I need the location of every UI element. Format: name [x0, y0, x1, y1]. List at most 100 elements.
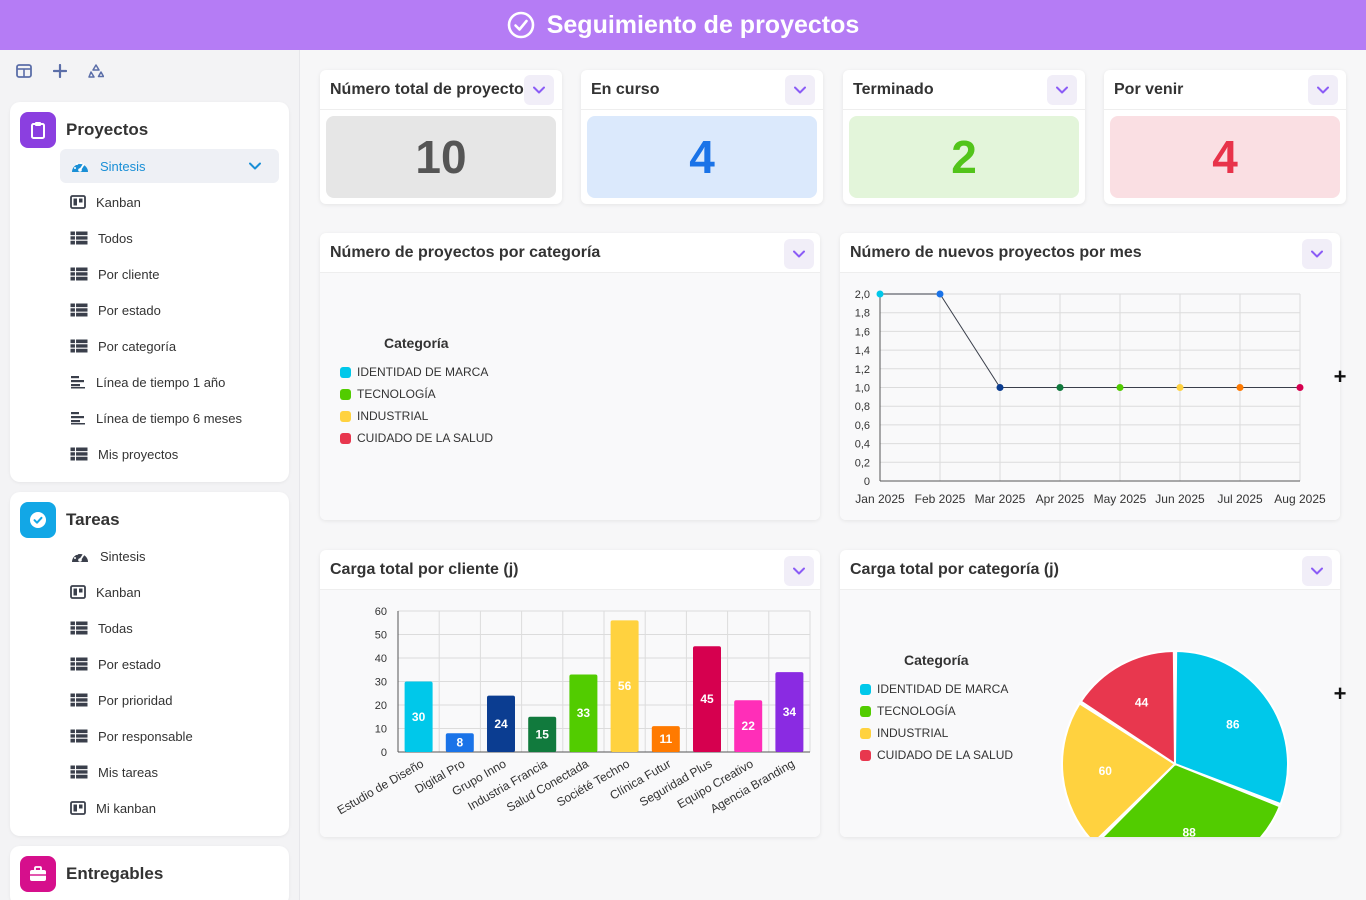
sidebar-item-label: Kanban — [96, 194, 141, 210]
legend-item[interactable]: CUIDADO DE LA SALUD — [860, 744, 1013, 766]
kpi-menu-button[interactable] — [524, 75, 554, 105]
bar[interactable] — [651, 726, 680, 752]
sidebar-item-proyectos-0[interactable]: Sintesis — [60, 149, 279, 183]
pie-slice[interactable] — [1095, 762, 1282, 837]
sidebar-item-proyectos-7[interactable]: Línea de tiempo 6 meses — [60, 401, 279, 435]
sidebar-item-tareas-3[interactable]: Por estado — [60, 647, 279, 681]
sidebar-item-label: Línea de tiempo 6 meses — [96, 410, 242, 426]
sidebar-item-proyectos-1[interactable]: Kanban — [60, 185, 279, 219]
kpi-title: En curso — [581, 70, 823, 110]
table-icon — [70, 657, 98, 671]
legend-item[interactable]: IDENTIDAD DE MARCA — [860, 678, 1013, 700]
slice-label: 44 — [1135, 695, 1149, 709]
panel-menu-button[interactable] — [1302, 556, 1332, 586]
timeline-icon — [70, 375, 96, 389]
bar[interactable] — [775, 672, 804, 752]
menu-header-entregables[interactable]: Entregables — [10, 854, 289, 894]
recycle-button[interactable] — [82, 60, 110, 82]
y-tick-label: 1,0 — [855, 383, 870, 395]
pie-slice[interactable] — [1061, 702, 1177, 837]
pie-slice[interactable] — [1079, 649, 1177, 766]
data-point[interactable] — [1236, 384, 1244, 391]
bar-value-label: 30 — [412, 710, 426, 724]
bar[interactable] — [404, 681, 433, 753]
sidebar-item-label: Línea de tiempo 1 año — [96, 374, 226, 390]
menu-header-tareas[interactable]: Tareas — [10, 500, 289, 540]
sidebar-item-tareas-7[interactable]: Mi kanban — [60, 791, 279, 825]
add-button[interactable] — [46, 60, 74, 82]
add-row-button[interactable]: + — [1333, 364, 1347, 389]
panel-title: Número de nuevos proyectos por mes — [840, 233, 1340, 273]
legend-label: TECNOLOGÍA — [357, 387, 436, 401]
chevron-down-icon — [794, 86, 806, 94]
legend-item[interactable]: CUIDADO DE LA SALUD — [340, 427, 493, 449]
bar[interactable] — [693, 646, 721, 752]
chevron-down-icon[interactable] — [249, 158, 271, 173]
data-point[interactable] — [1056, 384, 1064, 391]
sidebar-item-tareas-5[interactable]: Por responsable — [60, 719, 279, 753]
bar[interactable] — [445, 733, 474, 752]
sidebar-item-label: Por estado — [98, 302, 161, 318]
kpi-menu-button[interactable] — [1308, 75, 1338, 105]
y-tick-label: 0 — [864, 476, 870, 488]
panel-menu-button[interactable] — [1302, 239, 1332, 269]
menu-header-proyectos[interactable]: Proyectos — [10, 110, 289, 150]
bar[interactable] — [569, 674, 598, 752]
bar[interactable] — [734, 700, 763, 752]
legend-item[interactable]: INDUSTRIAL — [860, 722, 1013, 744]
data-point[interactable] — [1116, 384, 1124, 391]
data-point[interactable] — [1296, 384, 1304, 391]
panel-menu-button[interactable] — [784, 239, 814, 269]
sidebar-item-tareas-6[interactable]: Mis tareas — [60, 755, 279, 789]
y-tick-label: 2,0 — [855, 289, 870, 301]
data-point[interactable] — [996, 384, 1004, 391]
sidebar-item-tareas-4[interactable]: Por prioridad — [60, 683, 279, 717]
sidebar-item-tareas-2[interactable]: Todas — [60, 611, 279, 645]
data-point[interactable] — [1176, 384, 1184, 391]
legend-label: CUIDADO DE LA SALUD — [357, 431, 494, 445]
sidebar-item-label: Mi kanban — [96, 800, 156, 816]
table-icon — [70, 267, 98, 281]
kpi-menu-button[interactable] — [785, 75, 815, 105]
panel-menu-button[interactable] — [784, 556, 814, 586]
chevron-down-icon — [793, 250, 805, 258]
add-row-button[interactable]: + — [1333, 681, 1347, 706]
y-tick-label: 40 — [375, 653, 387, 665]
sidebar-item-label: Por responsable — [98, 728, 193, 744]
bar-value-label: 56 — [618, 679, 632, 693]
kpi-menu-button[interactable] — [1047, 75, 1077, 105]
legend-item[interactable]: TECNOLOGÍA — [340, 383, 493, 405]
legend-swatch — [340, 366, 351, 378]
sidebar-item-tareas-1[interactable]: Kanban — [60, 575, 279, 609]
sidebar-item-proyectos-6[interactable]: Línea de tiempo 1 año — [60, 365, 279, 399]
legend-item[interactable]: IDENTIDAD DE MARCA — [340, 361, 493, 383]
kpi-card: Terminado 2 — [843, 70, 1085, 204]
sidebar-item-tareas-0[interactable]: Sintesis — [60, 539, 279, 573]
data-point[interactable] — [936, 290, 944, 298]
bar[interactable] — [610, 620, 639, 752]
menu-title-entregables: Entregables — [66, 864, 164, 883]
legend-swatch — [340, 388, 351, 400]
dashboard-icon — [70, 158, 100, 174]
layout-toggle-button[interactable] — [10, 60, 38, 82]
x-tick-label: Apr 2025 — [1036, 492, 1085, 506]
dashboard-icon — [70, 548, 100, 564]
legend-item[interactable]: TECNOLOGÍA — [860, 700, 1013, 722]
x-tick-label: Mar 2025 — [975, 492, 1026, 506]
legend-item[interactable]: INDUSTRIAL — [340, 405, 493, 427]
kpi-card: Por venir 4 — [1104, 70, 1346, 204]
pie-slice[interactable] — [1173, 649, 1289, 806]
sidebar-item-proyectos-4[interactable]: Por estado — [60, 293, 279, 327]
sidebar-item-label: Mis tareas — [98, 764, 158, 780]
sidebar-item-proyectos-2[interactable]: Todos — [60, 221, 279, 255]
bar[interactable] — [487, 695, 515, 752]
data-point[interactable] — [876, 290, 884, 298]
bar[interactable] — [528, 716, 557, 752]
menu-card-entregables: Entregables — [10, 846, 289, 900]
sidebar-item-proyectos-8[interactable]: Mis proyectos — [60, 437, 279, 471]
sidebar-item-proyectos-3[interactable]: Por cliente — [60, 257, 279, 291]
table-icon — [70, 765, 98, 779]
sidebar-item-proyectos-5[interactable]: Por categoría — [60, 329, 279, 363]
kanban-icon — [70, 801, 96, 815]
